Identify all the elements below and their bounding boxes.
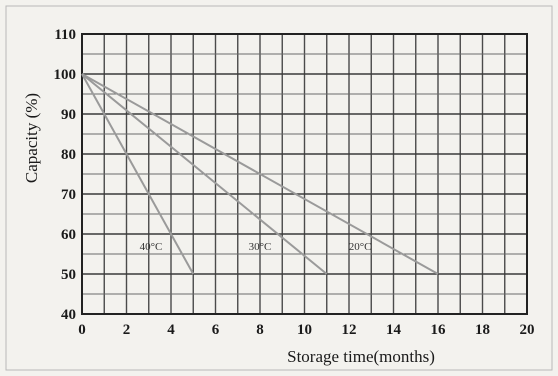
x-tick-label: 18 xyxy=(475,322,490,338)
x-tick-label: 10 xyxy=(297,322,312,338)
y-tick-label: 50 xyxy=(61,267,76,283)
grid xyxy=(81,33,528,315)
series-label: 40°C xyxy=(140,241,163,253)
x-tick-label: 4 xyxy=(167,322,175,338)
x-tick-label: 12 xyxy=(342,322,357,338)
x-tick-label: 2 xyxy=(123,322,131,338)
x-tick-label: 20 xyxy=(520,322,535,338)
plot-frame xyxy=(81,33,528,315)
series-line xyxy=(81,73,328,275)
series: 40°C 30°C 20°C xyxy=(81,73,439,275)
x-tick-label: 14 xyxy=(386,322,402,338)
x-tick-label: 0 xyxy=(78,322,86,338)
plot-border xyxy=(81,33,528,315)
series-line xyxy=(81,73,439,275)
y-tick-label: 70 xyxy=(61,187,76,203)
y-axis-label: Capacity (%) xyxy=(22,93,41,183)
x-tick-label: 16 xyxy=(431,322,447,338)
series-label: 20°C xyxy=(349,241,372,253)
y-tick-label: 60 xyxy=(61,227,76,243)
y-tick-label: 80 xyxy=(61,147,76,163)
y-tick-label: 100 xyxy=(54,67,77,83)
x-tick-label: 8 xyxy=(256,322,264,338)
series-label: 30°C xyxy=(249,241,272,253)
y-tick-label: 40 xyxy=(61,307,76,323)
y-tick-label: 90 xyxy=(61,107,76,123)
x-tick-label: 6 xyxy=(212,322,220,338)
x-axis-label: Storage time(months) xyxy=(287,347,435,366)
series-line xyxy=(81,73,195,275)
x-axis-ticks: 0 2 4 6 8 10 12 14 16 18 20 xyxy=(78,322,534,338)
y-tick-label: 110 xyxy=(54,27,76,43)
y-axis-ticks: 40 50 60 70 80 90 100 110 xyxy=(54,27,77,323)
